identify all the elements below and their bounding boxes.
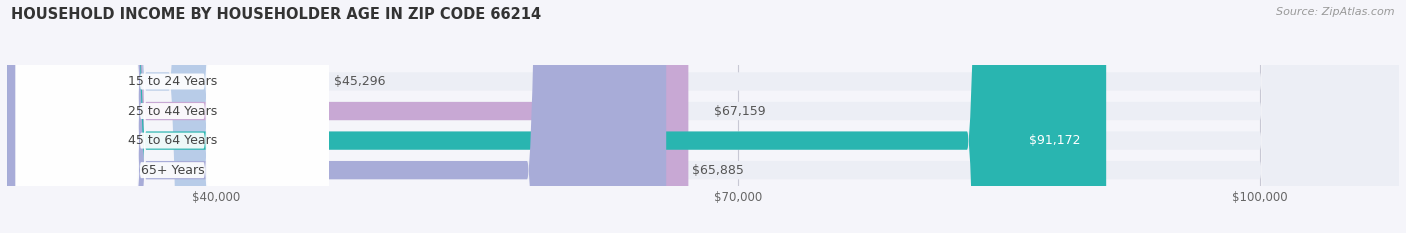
FancyBboxPatch shape bbox=[15, 0, 329, 233]
Text: HOUSEHOLD INCOME BY HOUSEHOLDER AGE IN ZIP CODE 66214: HOUSEHOLD INCOME BY HOUSEHOLDER AGE IN Z… bbox=[11, 7, 541, 22]
Text: 45 to 64 Years: 45 to 64 Years bbox=[128, 134, 217, 147]
FancyBboxPatch shape bbox=[7, 0, 666, 233]
FancyBboxPatch shape bbox=[7, 0, 1399, 233]
Text: $91,172: $91,172 bbox=[1029, 134, 1080, 147]
FancyBboxPatch shape bbox=[7, 0, 1399, 233]
Text: $45,296: $45,296 bbox=[335, 75, 385, 88]
FancyBboxPatch shape bbox=[7, 0, 689, 233]
FancyBboxPatch shape bbox=[7, 0, 1399, 233]
Text: Source: ZipAtlas.com: Source: ZipAtlas.com bbox=[1277, 7, 1395, 17]
Text: 25 to 44 Years: 25 to 44 Years bbox=[128, 105, 217, 117]
Text: 65+ Years: 65+ Years bbox=[141, 164, 204, 177]
FancyBboxPatch shape bbox=[7, 0, 308, 233]
FancyBboxPatch shape bbox=[15, 0, 329, 233]
FancyBboxPatch shape bbox=[7, 0, 1399, 233]
FancyBboxPatch shape bbox=[15, 0, 329, 233]
Text: 15 to 24 Years: 15 to 24 Years bbox=[128, 75, 217, 88]
FancyBboxPatch shape bbox=[15, 0, 329, 233]
Text: $67,159: $67,159 bbox=[714, 105, 766, 117]
Text: $65,885: $65,885 bbox=[692, 164, 744, 177]
FancyBboxPatch shape bbox=[7, 0, 1107, 233]
